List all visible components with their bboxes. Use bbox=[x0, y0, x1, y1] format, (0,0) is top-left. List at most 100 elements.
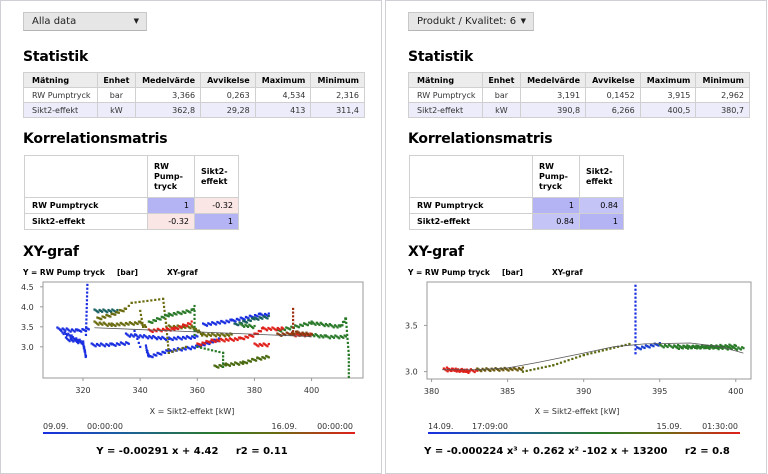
data-point bbox=[167, 327, 170, 331]
data-point bbox=[193, 313, 196, 316]
data-point bbox=[232, 339, 235, 342]
data-point bbox=[255, 314, 258, 317]
data-point bbox=[146, 299, 149, 302]
data-point bbox=[454, 367, 457, 370]
data-point bbox=[135, 322, 138, 325]
empty-corner bbox=[409, 155, 533, 198]
data-point bbox=[202, 343, 205, 346]
data-point bbox=[663, 344, 667, 347]
data-point bbox=[485, 367, 488, 370]
data-point bbox=[725, 345, 728, 348]
matrix-cell: 1 bbox=[194, 213, 239, 230]
data-point bbox=[146, 352, 149, 355]
data-point bbox=[508, 367, 511, 370]
data-point bbox=[211, 341, 215, 344]
data-point bbox=[76, 328, 79, 331]
data-point bbox=[76, 338, 79, 341]
statistics-table: Mätning Enhet Medelvärde Avvikelse Maxim… bbox=[408, 72, 750, 118]
data-point bbox=[240, 336, 243, 340]
data-point bbox=[259, 330, 263, 333]
data-point bbox=[336, 326, 339, 329]
data-point bbox=[239, 316, 242, 319]
data-point bbox=[656, 343, 659, 347]
data-point bbox=[229, 318, 232, 321]
data-point bbox=[292, 326, 295, 329]
data-point bbox=[347, 375, 350, 378]
data-point bbox=[172, 336, 176, 339]
data-point bbox=[578, 355, 582, 358]
data-point bbox=[264, 312, 267, 316]
time-start-date: 14.09. bbox=[428, 422, 454, 431]
data-point bbox=[68, 329, 71, 332]
data-point bbox=[692, 344, 695, 347]
data-point bbox=[260, 313, 263, 316]
data-point bbox=[90, 342, 93, 345]
data-point bbox=[70, 328, 74, 331]
data-point bbox=[222, 358, 225, 361]
data-point bbox=[196, 344, 199, 347]
data-point bbox=[242, 319, 245, 323]
data-point bbox=[240, 323, 243, 326]
data-point bbox=[156, 351, 159, 355]
data-point bbox=[164, 317, 167, 320]
data-point bbox=[176, 324, 179, 327]
data-point bbox=[301, 331, 304, 334]
data-point bbox=[68, 340, 71, 343]
data-point bbox=[582, 353, 585, 357]
data-point bbox=[304, 322, 307, 326]
data-point bbox=[174, 337, 177, 340]
data-point bbox=[211, 321, 214, 324]
data-point bbox=[197, 342, 200, 346]
data-point bbox=[166, 314, 169, 317]
data-point bbox=[131, 322, 134, 325]
data-point bbox=[640, 345, 644, 348]
data-point bbox=[238, 363, 241, 366]
data-point bbox=[172, 327, 175, 331]
data-point bbox=[654, 343, 658, 346]
col-header: Enhet bbox=[481, 72, 521, 88]
data-point bbox=[738, 347, 741, 350]
data-point bbox=[202, 332, 205, 335]
data-point bbox=[124, 332, 128, 335]
data-point bbox=[113, 310, 116, 313]
data-point bbox=[84, 354, 88, 358]
data-point bbox=[721, 345, 725, 348]
data-point bbox=[732, 346, 735, 349]
data-point bbox=[487, 368, 491, 372]
data-point bbox=[510, 368, 513, 371]
data-point bbox=[85, 322, 88, 325]
data-point bbox=[85, 326, 88, 329]
data-point bbox=[207, 322, 210, 325]
data-point bbox=[77, 342, 80, 345]
data-point bbox=[533, 368, 536, 371]
data-point bbox=[119, 341, 123, 344]
data-point bbox=[684, 345, 687, 349]
data-point bbox=[217, 321, 220, 324]
data-point bbox=[211, 339, 215, 342]
data-filter-dropdown[interactable]: Produkt / Kvalitet: 6 ▼ bbox=[408, 12, 534, 31]
statistics-heading: Statistik bbox=[408, 49, 474, 65]
correlation-matrix: RW Pump- tryck Sikt2- effekt RW Pumptryc… bbox=[409, 155, 624, 230]
data-point bbox=[191, 345, 194, 348]
data-point bbox=[115, 322, 118, 325]
xy-scatter-plot: 380 385 390 395 400 3.0 3.5 bbox=[405, 281, 752, 396]
data-point bbox=[292, 311, 295, 314]
data-point bbox=[259, 312, 262, 315]
data-point bbox=[165, 314, 168, 317]
data-point bbox=[245, 321, 249, 324]
data-point bbox=[256, 356, 259, 359]
data-point bbox=[288, 328, 292, 331]
col-header: RW Pump- tryck bbox=[147, 155, 195, 198]
data-point bbox=[124, 321, 128, 325]
data-point bbox=[512, 366, 515, 369]
data-point bbox=[332, 326, 335, 329]
data-filter-dropdown[interactable]: Alla data ▼ bbox=[23, 12, 147, 31]
data-point bbox=[96, 322, 99, 325]
data-point bbox=[298, 332, 302, 335]
data-point bbox=[166, 340, 169, 343]
data-point bbox=[643, 346, 646, 350]
data-point bbox=[265, 344, 268, 347]
data-point bbox=[458, 370, 461, 373]
data-point bbox=[203, 333, 206, 336]
data-point bbox=[309, 332, 312, 335]
